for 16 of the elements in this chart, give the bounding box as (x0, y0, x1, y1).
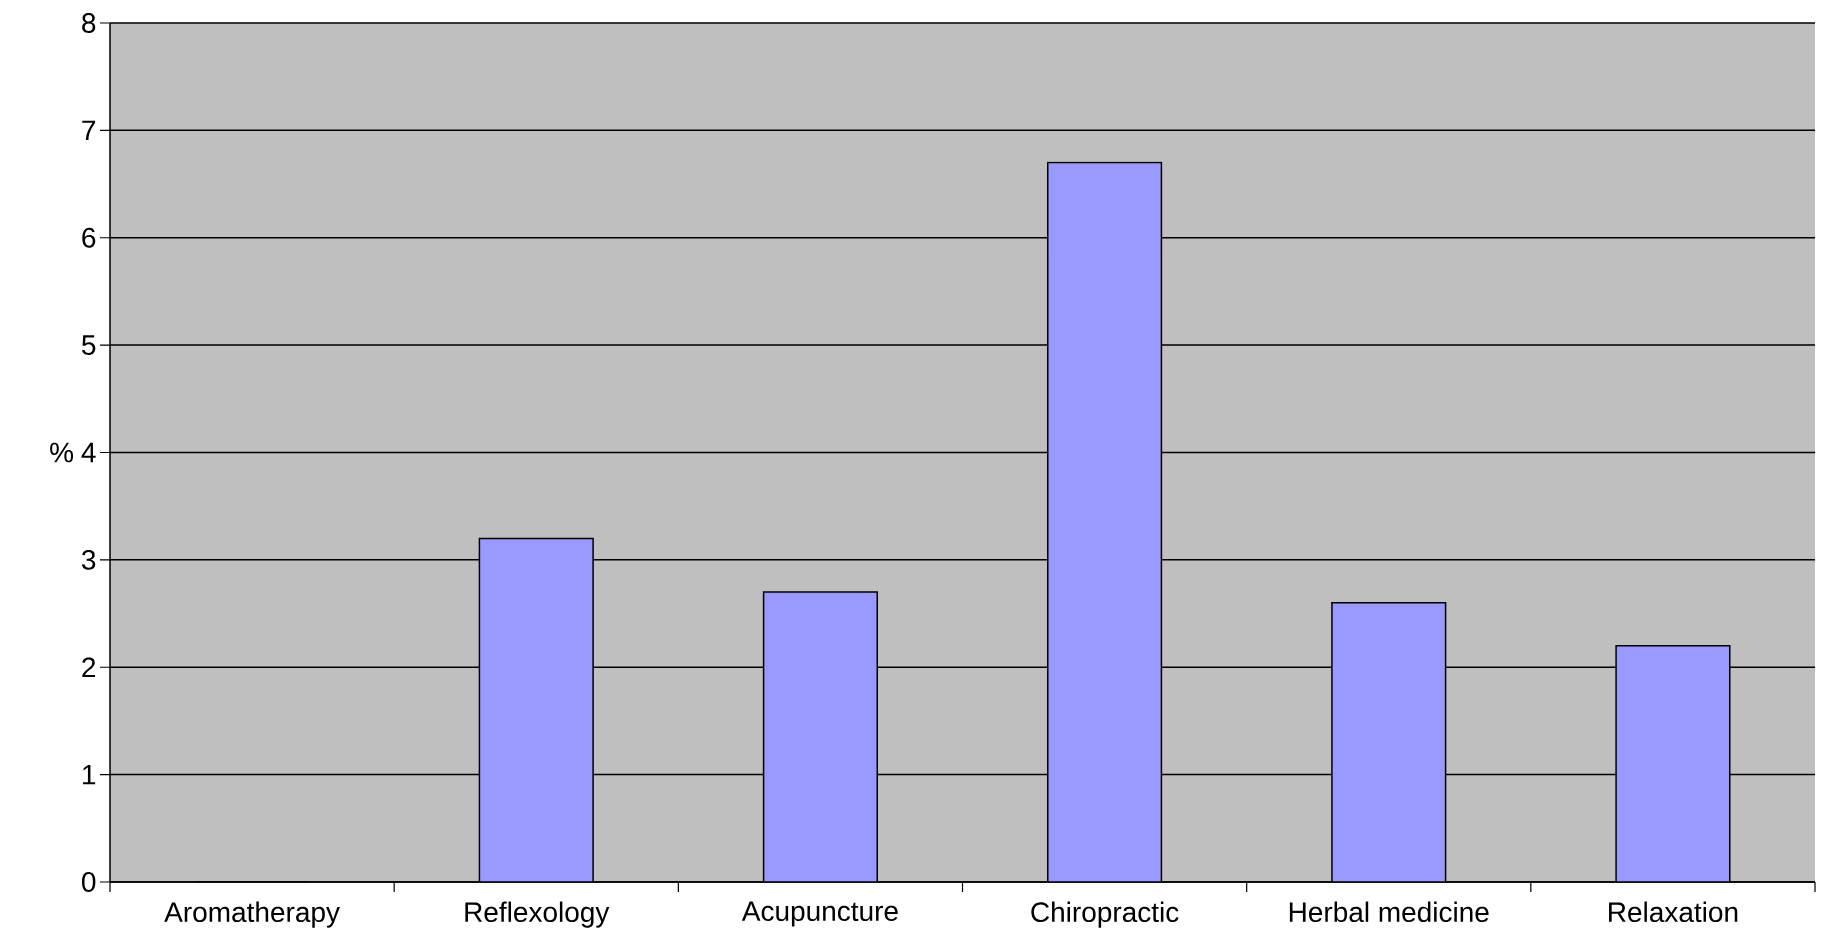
y-tick-label: 7 (82, 120, 96, 140)
y-tick-label: 5 (82, 335, 96, 355)
x-tick-label: Reflexology (465, 901, 610, 928)
y-tick-label: 8 (82, 13, 96, 33)
y-tick-label: 4 (81, 442, 96, 463)
x-tick-label: Aromatherapy (164, 901, 340, 928)
x-tick-label: Relaxation (1609, 901, 1738, 923)
y-tick-label: 1 (83, 765, 96, 785)
x-tick-label: Chiropractic (1031, 901, 1179, 928)
y-tick-label: 6 (82, 227, 96, 248)
x-tick-label: Acupuncture (741, 901, 898, 927)
y-tick-label: 0 (82, 872, 96, 892)
y-tick-label: 2 (82, 657, 96, 678)
y-axis-title: % (50, 442, 74, 463)
y-tick-label: 3 (81, 549, 96, 570)
x-tick-label: Herbal medicine (1289, 901, 1489, 923)
